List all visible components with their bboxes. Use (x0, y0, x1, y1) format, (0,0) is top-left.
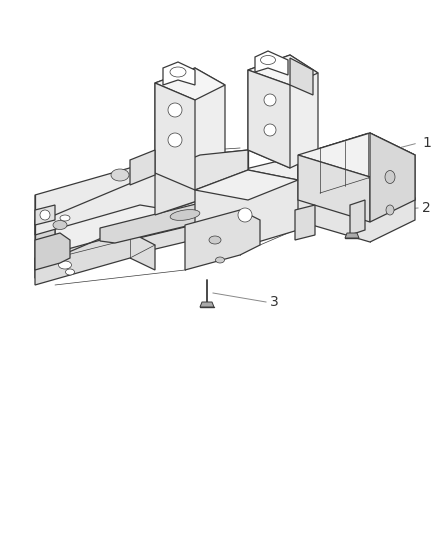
Polygon shape (35, 215, 55, 278)
Circle shape (264, 124, 276, 136)
Circle shape (168, 103, 182, 117)
Ellipse shape (209, 236, 221, 244)
Polygon shape (290, 58, 313, 95)
Ellipse shape (66, 269, 74, 275)
Polygon shape (248, 55, 318, 85)
Ellipse shape (53, 221, 67, 230)
Polygon shape (155, 68, 225, 190)
Polygon shape (200, 302, 214, 307)
Circle shape (264, 94, 276, 106)
Polygon shape (345, 233, 359, 238)
Polygon shape (195, 170, 298, 200)
Polygon shape (295, 175, 415, 242)
Polygon shape (350, 200, 365, 235)
Polygon shape (248, 70, 290, 168)
Polygon shape (100, 188, 275, 243)
Ellipse shape (60, 215, 70, 221)
Circle shape (40, 210, 50, 220)
Polygon shape (155, 150, 248, 215)
Polygon shape (298, 133, 415, 222)
Circle shape (238, 208, 252, 222)
Ellipse shape (386, 205, 394, 215)
Polygon shape (55, 200, 298, 273)
Polygon shape (195, 170, 298, 245)
Ellipse shape (170, 209, 200, 220)
Polygon shape (163, 62, 195, 85)
Polygon shape (35, 165, 200, 235)
Text: 2: 2 (422, 201, 431, 215)
Text: 3: 3 (270, 295, 279, 309)
Polygon shape (298, 155, 370, 222)
Ellipse shape (170, 67, 186, 77)
Ellipse shape (385, 171, 395, 183)
Ellipse shape (111, 169, 129, 181)
Ellipse shape (215, 257, 225, 263)
Text: 1: 1 (422, 136, 431, 150)
Polygon shape (248, 55, 318, 168)
Polygon shape (55, 157, 298, 258)
Polygon shape (35, 233, 70, 270)
Polygon shape (255, 51, 288, 75)
Polygon shape (295, 205, 315, 240)
Polygon shape (155, 68, 225, 100)
Polygon shape (35, 205, 55, 225)
Ellipse shape (59, 261, 71, 269)
Polygon shape (130, 150, 155, 185)
Polygon shape (370, 133, 415, 222)
Polygon shape (185, 210, 260, 270)
Polygon shape (155, 83, 195, 190)
Circle shape (168, 133, 182, 147)
Polygon shape (35, 232, 155, 285)
Ellipse shape (261, 55, 276, 64)
Polygon shape (298, 133, 415, 177)
